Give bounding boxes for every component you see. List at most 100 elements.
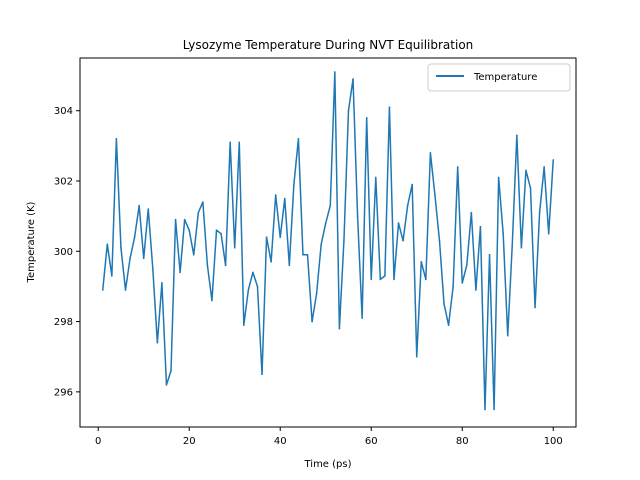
data-point [334, 71, 336, 73]
data-point [238, 141, 241, 144]
data-point [243, 324, 245, 326]
data-point [461, 282, 464, 284]
data-point [529, 187, 532, 189]
data-point [547, 232, 550, 235]
data-point [516, 134, 518, 137]
series-line-temperature [102, 71, 554, 411]
data-point [497, 176, 500, 179]
y-tick-label: 302 [54, 177, 73, 188]
data-point [493, 408, 495, 411]
data-point [279, 236, 282, 239]
data-point [370, 278, 373, 281]
x-tick-label: 40 [274, 436, 287, 447]
data-point [115, 138, 118, 140]
data-point [343, 239, 345, 242]
data-point [502, 232, 504, 235]
data-point [384, 275, 386, 277]
data-point [306, 254, 309, 256]
data-point [479, 225, 482, 228]
data-point [274, 194, 277, 196]
data-point [365, 116, 368, 119]
y-tick-label: 296 [54, 387, 73, 398]
y-tick-label: 298 [54, 317, 73, 328]
data-point [415, 355, 418, 358]
data-point [420, 261, 423, 263]
x-tick-label: 80 [456, 436, 469, 447]
data-point [183, 218, 186, 221]
data-point [138, 204, 140, 207]
y-axis-label: Temperature (K) [26, 201, 37, 283]
data-point [206, 264, 209, 267]
data-point [324, 222, 327, 224]
data-point [133, 236, 136, 239]
data-point [142, 257, 145, 260]
data-point [438, 239, 441, 242]
data-point [156, 341, 159, 344]
x-tick-label: 0 [95, 436, 101, 447]
data-point [215, 229, 218, 231]
x-tick-label: 60 [365, 436, 378, 447]
data-point [538, 211, 541, 214]
data-point [256, 285, 259, 288]
data-point [434, 194, 436, 196]
data-point [179, 271, 181, 274]
data-point [374, 176, 377, 179]
data-point [229, 141, 231, 144]
data-point [520, 246, 523, 249]
data-point [402, 239, 404, 242]
data-point [397, 222, 400, 224]
data-point [552, 159, 555, 161]
data-point [293, 183, 295, 186]
data-point [456, 166, 459, 168]
x-tick-label: 20 [183, 436, 196, 447]
data-point [525, 169, 527, 172]
data-point [315, 292, 318, 295]
data-point [388, 106, 391, 108]
data-point [101, 289, 104, 291]
data-point [265, 236, 268, 239]
data-point [252, 271, 254, 274]
data-point [261, 373, 263, 376]
data-point [129, 257, 131, 260]
data-point [379, 278, 382, 281]
data-point [475, 289, 477, 291]
data-point [347, 109, 350, 112]
legend: Temperature [427, 63, 571, 92]
data-point [192, 254, 195, 256]
data-point [283, 197, 286, 200]
data-point [106, 243, 109, 246]
data-point [356, 215, 359, 217]
data-point [188, 229, 191, 231]
data-point [165, 384, 168, 386]
data-point [534, 306, 536, 309]
data-point [170, 369, 172, 372]
x-axis: 0 20 40 60 80 100 [95, 427, 563, 447]
plot-area [101, 71, 555, 411]
y-tick-label: 304 [54, 106, 73, 117]
data-point [443, 303, 445, 305]
data-point [311, 320, 313, 323]
data-point [302, 254, 304, 256]
data-point [124, 289, 127, 291]
data-point [220, 232, 222, 235]
data-point [411, 183, 413, 186]
data-point [361, 317, 363, 319]
data-point [452, 285, 454, 288]
data-point [506, 334, 509, 337]
x-tick-label: 100 [544, 436, 563, 447]
data-point [470, 211, 473, 214]
data-point [197, 211, 200, 214]
data-point [111, 275, 113, 277]
y-axis: 296 298 300 302 304 [54, 106, 80, 398]
chart-title: Lysozyme Temperature During NVT Equilibr… [183, 38, 474, 52]
data-point [465, 264, 468, 267]
legend-box [427, 63, 571, 92]
plot-frame [79, 57, 577, 428]
data-point [152, 268, 154, 270]
data-point [329, 204, 332, 207]
y-tick-label: 300 [54, 247, 73, 258]
data-point [511, 243, 514, 246]
legend-label: Temperature [473, 72, 537, 83]
data-point [211, 299, 213, 302]
